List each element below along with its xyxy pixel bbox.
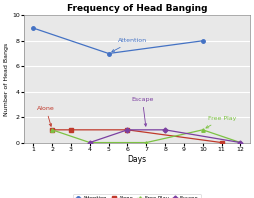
Free Play xyxy=(201,129,204,131)
Line: Alone: Alone xyxy=(50,128,223,144)
Attention xyxy=(107,52,110,55)
Escape xyxy=(239,141,242,144)
Y-axis label: Number of Head Bangs: Number of Head Bangs xyxy=(4,42,9,116)
Escape xyxy=(88,141,91,144)
Text: Attention: Attention xyxy=(112,38,147,52)
Text: Escape: Escape xyxy=(131,97,154,126)
Line: Free Play: Free Play xyxy=(50,128,242,144)
Line: Escape: Escape xyxy=(88,128,242,144)
Escape xyxy=(126,129,129,131)
Free Play xyxy=(88,141,91,144)
Free Play xyxy=(239,141,242,144)
Text: Free Play: Free Play xyxy=(206,116,237,128)
Alone xyxy=(220,141,223,144)
Free Play xyxy=(51,129,54,131)
Free Play xyxy=(145,141,148,144)
Attention xyxy=(32,27,35,29)
Alone xyxy=(69,129,72,131)
Attention xyxy=(201,40,204,42)
Legend: Attention, Alone, Free Play, Escape: Attention, Alone, Free Play, Escape xyxy=(73,194,201,198)
Text: Alone: Alone xyxy=(37,106,55,126)
Escape xyxy=(164,129,167,131)
Title: Frequency of Head Banging: Frequency of Head Banging xyxy=(67,4,207,13)
Line: Attention: Attention xyxy=(31,26,204,55)
Alone xyxy=(51,129,54,131)
Alone xyxy=(126,129,129,131)
X-axis label: Days: Days xyxy=(127,154,146,164)
